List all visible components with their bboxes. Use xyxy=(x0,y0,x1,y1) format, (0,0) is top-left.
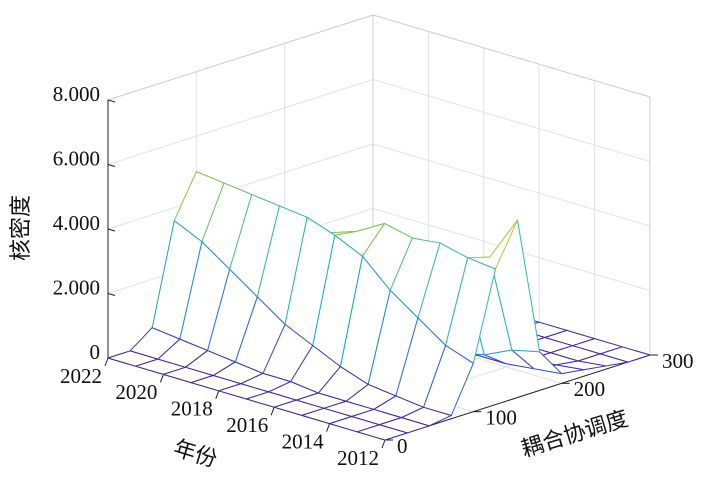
tick-mark xyxy=(107,293,116,296)
x-tick-label: 2020 xyxy=(115,380,157,404)
z-axis-label: 核密度 xyxy=(9,195,34,261)
box-edge xyxy=(372,14,651,98)
y-tick-label: 100 xyxy=(485,405,517,429)
tick-mark xyxy=(159,374,164,383)
grid-line xyxy=(372,143,651,227)
x-tick-label: 2014 xyxy=(282,429,325,453)
x-tick-label: 2018 xyxy=(171,397,213,421)
tick-mark xyxy=(104,357,109,367)
x-tick-label: 2016 xyxy=(226,413,268,437)
y-tick-label: 0 xyxy=(397,434,408,458)
grid-line xyxy=(107,79,374,165)
tick-mark xyxy=(107,228,116,232)
tick-mark xyxy=(107,99,116,103)
surface-cell xyxy=(356,424,408,441)
grid-line xyxy=(107,143,374,230)
grid-line xyxy=(372,79,651,162)
y-axis-label: 耦合协调度 xyxy=(519,406,632,462)
tick-mark xyxy=(107,164,116,167)
tick-mark xyxy=(215,390,220,399)
z-tick-label: 8.000 xyxy=(53,82,100,106)
z-tick-label: 0 xyxy=(90,340,101,364)
box-edge xyxy=(107,14,374,101)
tick-mark xyxy=(270,407,275,416)
z-tick-label: 6.000 xyxy=(53,146,100,170)
z-tick-label: 2.000 xyxy=(53,275,100,299)
tick-mark xyxy=(326,423,331,432)
x-axis-label: 年份 xyxy=(170,436,219,473)
y-tick-label: 300 xyxy=(662,349,694,373)
x-tick-label: 2012 xyxy=(337,446,379,470)
tick-mark xyxy=(381,439,386,449)
y-tick-label: 200 xyxy=(574,377,606,401)
x-tick-label: 2022 xyxy=(60,364,102,388)
z-tick-label: 4.000 xyxy=(53,211,100,235)
